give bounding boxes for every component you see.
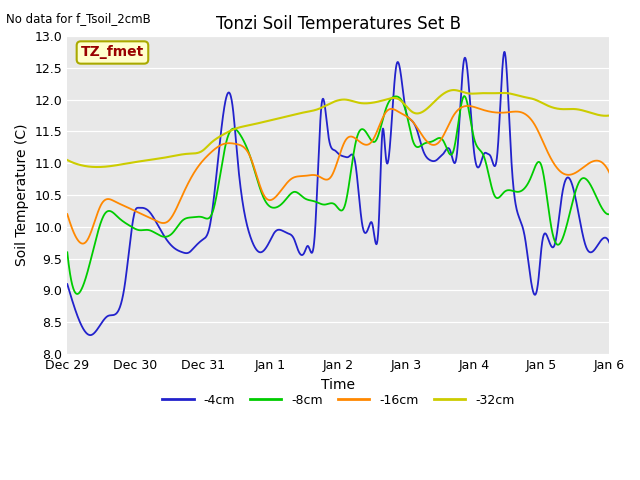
X-axis label: Time: Time [321,378,355,392]
Legend: -4cm, -8cm, -16cm, -32cm: -4cm, -8cm, -16cm, -32cm [157,388,519,411]
Y-axis label: Soil Temperature (C): Soil Temperature (C) [15,124,29,266]
Text: TZ_fmet: TZ_fmet [81,46,144,60]
Text: No data for f_Tsoil_2cmB: No data for f_Tsoil_2cmB [6,12,151,25]
Title: Tonzi Soil Temperatures Set B: Tonzi Soil Temperatures Set B [216,15,461,33]
